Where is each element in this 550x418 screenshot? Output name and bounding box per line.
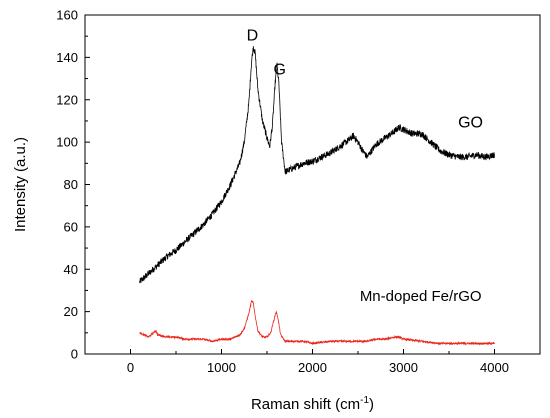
y-tick-label: 160: [56, 8, 78, 23]
series-line-go: [139, 46, 495, 284]
y-tick-label: 20: [64, 304, 78, 319]
y-tick-label: 120: [56, 92, 78, 107]
annotation-go: GO: [458, 114, 483, 131]
x-axis-title-tail: ): [369, 396, 374, 413]
x-axis-title-main: Raman shift (cm: [251, 396, 360, 413]
annotation-g: G: [274, 61, 286, 78]
x-axis-title-superscript: -1: [360, 395, 369, 406]
x-tick-label: 2000: [298, 360, 327, 375]
y-tick-label: 140: [56, 50, 78, 65]
y-tick-label: 60: [64, 219, 78, 234]
x-tick-label: 4000: [480, 360, 509, 375]
series-layer: [139, 46, 495, 346]
x-tick-label: 1000: [207, 360, 236, 375]
annotations-layer: DG GO Mn-doped Fe/rGO: [247, 27, 483, 305]
y-tick-label: 100: [56, 135, 78, 150]
y-tick-label: 80: [64, 177, 78, 192]
x-tick-label: 0: [127, 360, 134, 375]
annotation-d: D: [247, 27, 259, 44]
y-tick-label: 40: [64, 262, 78, 277]
x-axis-title: Raman shift (cm-1): [251, 395, 374, 413]
y-tick-label: 0: [71, 347, 78, 362]
annotation-mn-doped-fe-rgo: Mn-doped Fe/rGO: [360, 288, 482, 305]
x-axis-ticks: 0 1000 2000 3000 4000: [84, 349, 541, 375]
y-axis-title: Intensity (a.u.): [12, 137, 29, 232]
y-axis-ticks: 0 20 40 60 80 100 120 140 160: [56, 8, 90, 362]
series-line-mn-doped-fe-rgo: [139, 300, 495, 346]
x-tick-label: 3000: [389, 360, 418, 375]
